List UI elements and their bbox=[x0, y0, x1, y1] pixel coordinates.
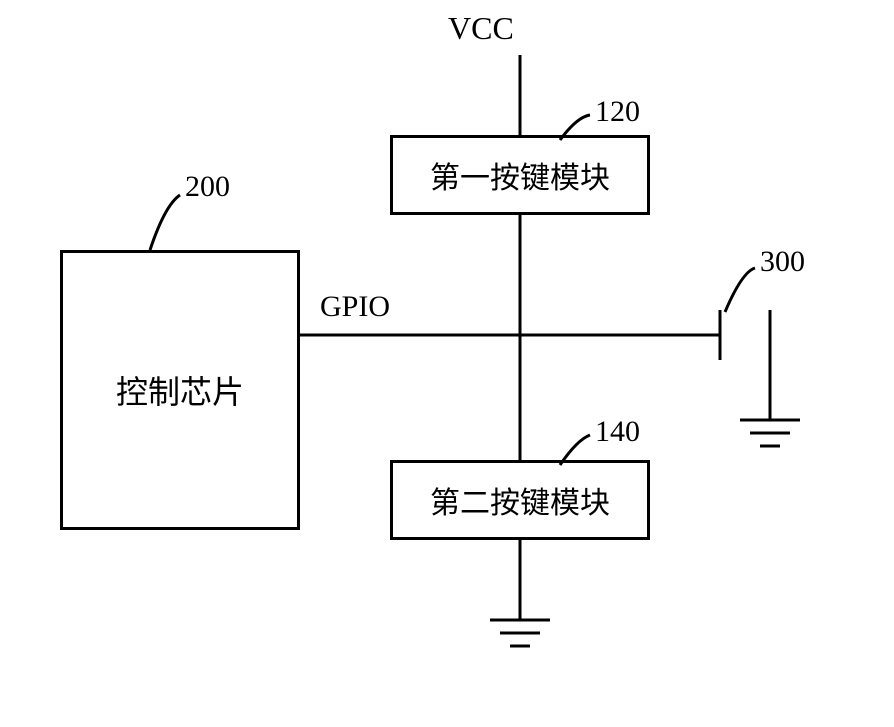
ref-140-label: 140 bbox=[595, 415, 640, 449]
ground-symbol-2 bbox=[740, 420, 800, 446]
control-chip-block: 控制芯片 bbox=[60, 250, 300, 530]
ref-300-label: 300 bbox=[760, 245, 805, 279]
second-key-module-block: 第二按键模块 bbox=[390, 460, 650, 540]
leader-300 bbox=[725, 268, 755, 312]
control-chip-label: 控制芯片 bbox=[116, 367, 244, 413]
ground-symbol-1 bbox=[490, 620, 550, 646]
vcc-label: VCC bbox=[448, 10, 514, 47]
ref-120-label: 120 bbox=[595, 95, 640, 129]
second-key-module-label: 第二按键模块 bbox=[430, 478, 610, 522]
gpio-label: GPIO bbox=[320, 290, 390, 324]
first-key-module-block: 第一按键模块 bbox=[390, 135, 650, 215]
ref-200-label: 200 bbox=[185, 170, 230, 204]
leader-200 bbox=[150, 195, 180, 250]
first-key-module-label: 第一按键模块 bbox=[430, 153, 610, 197]
